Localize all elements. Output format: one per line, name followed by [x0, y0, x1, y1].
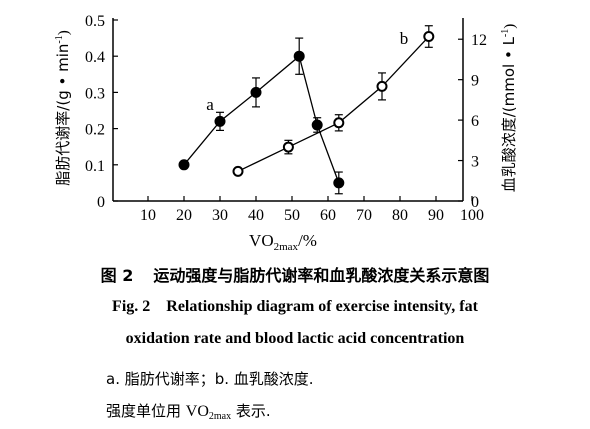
x-tick-label: 50 [284, 207, 300, 224]
x-tick-label: 30 [212, 207, 228, 224]
y-left-tick-label: 0.3 [85, 85, 105, 102]
x-tick-label: 70 [356, 207, 372, 224]
x-tick-label: 60 [320, 207, 336, 224]
caption-english-line-2: oxidation rate and blood lactic acid con… [125, 330, 465, 347]
caption-chinese-text: 运动强度与脂肪代谢率和血乳酸浓度关系示意图 [153, 266, 490, 285]
y-left-tick-label: 0.2 [85, 122, 105, 139]
figure-number: 图 2 [100, 266, 134, 285]
x-tick-label: 10 [140, 207, 156, 224]
x-tick-label: 20 [176, 207, 192, 224]
x-tick-label: 90 [428, 207, 444, 224]
y-axis-left-label: 脂肪代谢率/(g • min-1) [54, 30, 72, 185]
series-b [232, 25, 435, 177]
y-left-tick-label: 0.1 [85, 158, 105, 175]
series-a-point [293, 50, 305, 62]
series-a-line [183, 55, 340, 184]
series-b-point [376, 80, 388, 92]
caption-chinese: 图 2 运动强度与脂肪代谢率和血乳酸浓度关系示意图 [0, 262, 590, 286]
y-axis-right-label: 血乳酸浓度/(mmol • L-1) [500, 24, 518, 193]
tick-labels: 10 20 30 40 50 60 70 80 90 10000.10.20.30.40.5036… [85, 13, 487, 224]
series-a-point [214, 115, 226, 127]
y-right-tick-label: 6 [471, 113, 479, 130]
y-left-tick-label: 0.5 [85, 13, 105, 30]
caption-english-line-1: Fig. 2 Relationship diagram of exercise … [112, 298, 478, 315]
series-b-point [333, 117, 345, 129]
chart: 10 20 30 40 50 60 70 80 90 10000.10.20.30.40.5036… [54, 13, 518, 253]
series-b-label: b [400, 29, 409, 48]
y-left-tick-label: 0 [97, 194, 105, 211]
unit-note: 强度单位用 VO2max 表示. [106, 402, 271, 422]
legend-note: a. 脂肪代谢率；b. 血乳酸浓度. [106, 370, 314, 388]
series-b-point [423, 31, 435, 43]
y-right-tick-label: 0 [471, 194, 479, 211]
series-b-point [232, 165, 244, 177]
y-right-tick-label: 12 [471, 32, 487, 49]
series-a-point [333, 177, 345, 189]
series-a-point [178, 159, 190, 171]
y-right-tick-label: 9 [471, 73, 479, 90]
x-tick-label: 100 [460, 207, 484, 224]
series-a-point [311, 119, 323, 131]
series-a-label: a [206, 95, 214, 114]
y-right-tick-label: 3 [471, 154, 479, 171]
series-a-point [250, 86, 262, 98]
axes [112, 18, 464, 202]
x-tick-label: 40 [248, 207, 264, 224]
x-axis-label: VO2max/% [249, 231, 317, 253]
tick-marks [113, 19, 473, 202]
x-tick-label: 80 [392, 207, 408, 224]
series-a [178, 37, 345, 195]
series-b-line [237, 36, 430, 172]
series-b-point [282, 141, 294, 153]
y-left-tick-label: 0.4 [85, 49, 105, 66]
